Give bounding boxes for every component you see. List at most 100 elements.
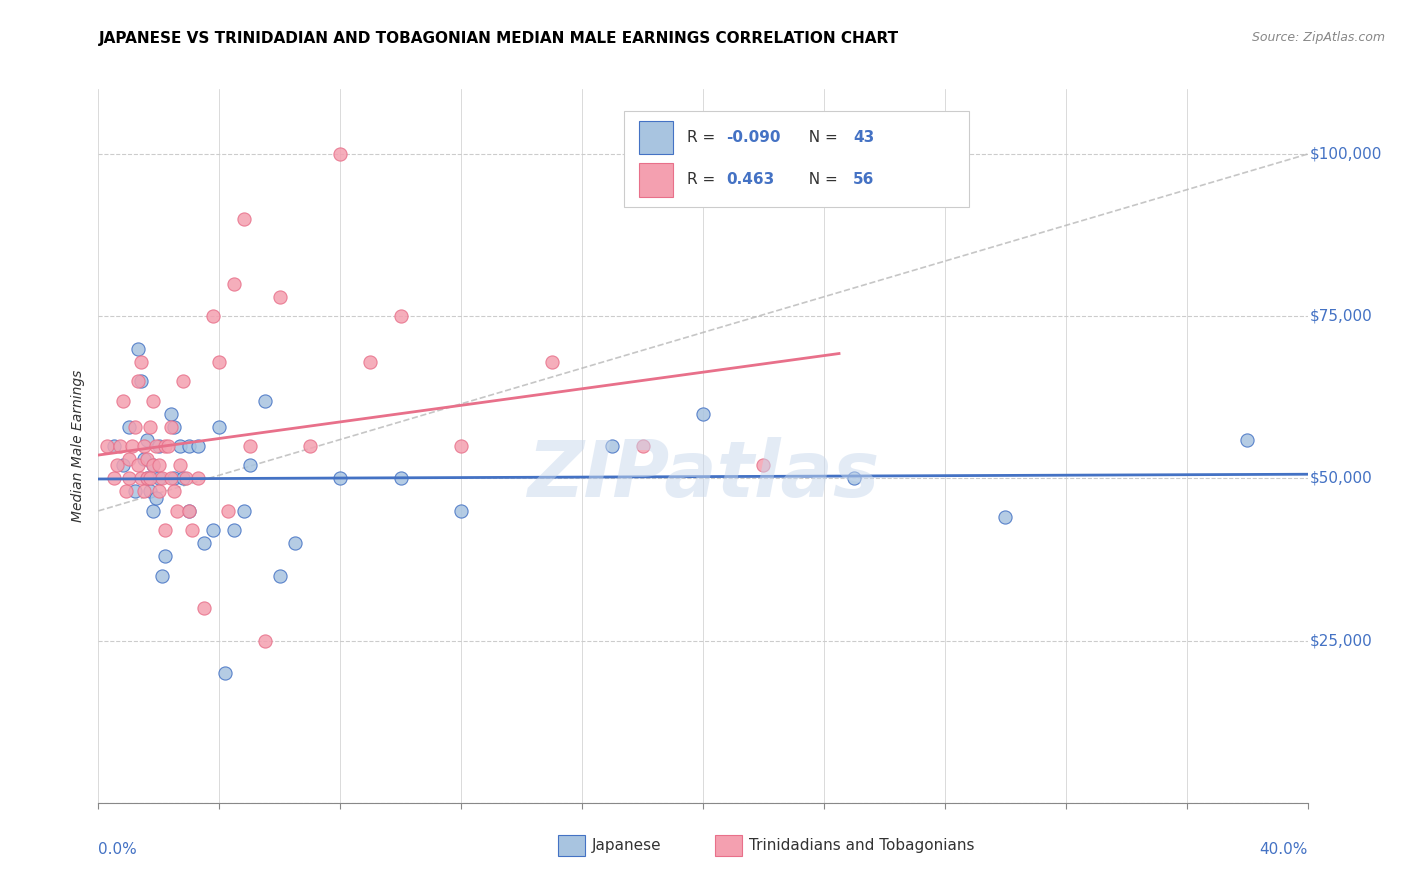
Point [139, 484, 162, 499]
Point [163, 419, 186, 434]
Point [150, 471, 173, 485]
Point [202, 310, 225, 324]
Point [187, 471, 209, 485]
Text: Trinidadians and Tobagonians: Trinidadians and Tobagonians [749, 838, 974, 853]
Point [692, 407, 714, 421]
Point [540, 354, 562, 368]
Point [111, 393, 134, 408]
Point [150, 568, 173, 582]
Y-axis label: Median Male Earnings: Median Male Earnings [72, 370, 86, 522]
Point [844, 471, 866, 485]
Point [329, 147, 352, 161]
Point [232, 504, 254, 518]
Point [217, 504, 239, 518]
Point [148, 471, 170, 485]
Text: R =: R = [688, 172, 720, 187]
Point [631, 439, 654, 453]
Point [96, 439, 118, 453]
Point [160, 407, 183, 421]
Point [118, 452, 141, 467]
Point [135, 471, 157, 485]
FancyBboxPatch shape [624, 111, 969, 207]
Point [329, 471, 352, 485]
Point [169, 458, 191, 473]
Point [145, 439, 167, 453]
Point [224, 277, 246, 291]
FancyBboxPatch shape [638, 120, 672, 154]
Point [389, 471, 412, 485]
Point [148, 458, 170, 473]
Text: $25,000: $25,000 [1310, 633, 1372, 648]
Point [202, 524, 225, 538]
Text: N =: N = [799, 172, 842, 187]
Point [121, 439, 143, 453]
Point [132, 484, 155, 499]
Point [193, 601, 215, 615]
Point [111, 458, 134, 473]
FancyBboxPatch shape [558, 835, 585, 856]
Point [142, 504, 165, 518]
Point [142, 458, 165, 473]
Point [253, 393, 276, 408]
Point [129, 471, 152, 485]
Point [153, 439, 176, 453]
Text: -0.090: -0.090 [725, 130, 780, 145]
Point [145, 491, 167, 505]
Point [127, 458, 149, 473]
Point [114, 484, 136, 499]
Point [160, 471, 183, 485]
Point [153, 524, 176, 538]
Point [103, 471, 125, 485]
FancyBboxPatch shape [638, 163, 672, 197]
FancyBboxPatch shape [716, 835, 742, 856]
Point [127, 342, 149, 356]
Text: 0.0%: 0.0% [98, 842, 138, 857]
Point [124, 484, 146, 499]
Text: N =: N = [799, 130, 842, 145]
Point [135, 433, 157, 447]
Point [108, 439, 131, 453]
Point [127, 374, 149, 388]
Point [299, 439, 322, 453]
Point [174, 471, 197, 485]
Point [269, 568, 291, 582]
Point [269, 290, 291, 304]
Point [148, 439, 170, 453]
Point [118, 419, 141, 434]
Point [752, 458, 775, 473]
Point [224, 524, 246, 538]
Point [172, 471, 194, 485]
Point [166, 504, 188, 518]
Point [602, 439, 624, 453]
Point [193, 536, 215, 550]
Point [135, 452, 157, 467]
Point [156, 439, 179, 453]
Text: 56: 56 [853, 172, 875, 187]
Point [177, 439, 201, 453]
Point [135, 471, 157, 485]
Point [177, 504, 201, 518]
Point [208, 419, 231, 434]
Point [105, 458, 128, 473]
Point [132, 439, 155, 453]
Point [239, 439, 262, 453]
Point [181, 524, 204, 538]
Point [177, 504, 201, 518]
Point [169, 439, 191, 453]
Point [142, 393, 165, 408]
Point [139, 471, 162, 485]
Point [253, 633, 276, 648]
Point [124, 419, 146, 434]
Point [148, 484, 170, 499]
Text: $50,000: $50,000 [1310, 471, 1372, 486]
Text: $100,000: $100,000 [1310, 146, 1382, 161]
Point [132, 452, 155, 467]
Point [118, 471, 141, 485]
Point [239, 458, 262, 473]
Text: 40.0%: 40.0% [1260, 842, 1308, 857]
Point [139, 419, 162, 434]
Point [450, 504, 472, 518]
Point [103, 439, 125, 453]
Point [994, 510, 1017, 524]
Text: 0.463: 0.463 [725, 172, 775, 187]
